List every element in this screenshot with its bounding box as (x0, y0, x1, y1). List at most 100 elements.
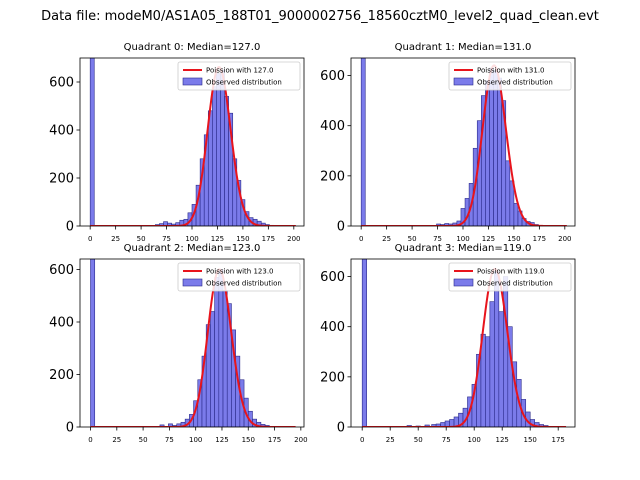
legend-bar-swatch (182, 278, 203, 287)
subplot-quadrant-2: 0 25 50 75 100 125 150 175 200 0 200 400 600 Quadrant… (49, 243, 307, 444)
x-tick-label: 150 (507, 235, 520, 243)
y-tick-label: 200 (49, 172, 74, 187)
x-tick-label: 175 (262, 235, 275, 243)
x-tick-label: 25 (111, 235, 120, 243)
histogram-bar (498, 311, 504, 427)
histogram-bar (360, 58, 366, 226)
poisson-curve (362, 268, 567, 427)
x-tick-label: 75 (442, 436, 451, 444)
y-tick-label: 600 (49, 263, 74, 278)
legend-bar-swatch (182, 77, 203, 86)
x-tick-label: 100 (456, 235, 469, 243)
histogram-bar (485, 336, 491, 427)
x-tick-label: 200 (558, 235, 571, 243)
y-tick-label: 0 (66, 421, 74, 436)
legend-box (177, 61, 301, 91)
x-tick-label: 75 (433, 235, 442, 243)
x-tick-label: 150 (524, 436, 537, 444)
histogram-bar (210, 311, 215, 427)
legend-label-poisson: Poission with 123.0 (206, 268, 274, 276)
y-tick-label: 200 (320, 169, 345, 184)
x-tick-label: 75 (165, 436, 174, 444)
x-tick-label: 175 (268, 436, 281, 444)
legend-label-poisson: Poission with 127.0 (206, 67, 274, 75)
histogram-bar (212, 86, 217, 226)
y-tick-label: 0 (337, 421, 345, 436)
y-tick-label: 600 (320, 69, 345, 84)
histogram-bar (493, 70, 498, 226)
y-tick-label: 400 (49, 316, 74, 331)
x-tick-label: 50 (137, 235, 146, 243)
histogram-bar (361, 259, 367, 427)
poisson-curve (90, 268, 296, 427)
x-tick-label: 100 (468, 436, 481, 444)
subplot-quadrant-3: 0 25 50 75 100 125 150 175 0 200 400 600 Quadrant 3:… (320, 243, 576, 444)
x-tick-label: 200 (294, 436, 307, 444)
histogram-bar (513, 203, 519, 226)
subplot-title: Quadrant 3: Median=119.0 (395, 243, 532, 254)
x-tick-label: 0 (88, 235, 92, 243)
x-tick-label: 25 (382, 235, 391, 243)
legend-label-observed: Observed distribution (206, 280, 282, 288)
histogram-bar (216, 73, 221, 226)
histogram-bar (89, 58, 95, 226)
x-tick-label: 125 (211, 235, 224, 243)
x-tick-label: 50 (414, 436, 423, 444)
x-tick-label: 150 (242, 436, 255, 444)
legend-label-observed: Observed distribution (477, 280, 553, 288)
legend-label-observed: Observed distribution (477, 79, 553, 87)
histogram-bar (494, 271, 500, 427)
y-tick-label: 400 (49, 124, 74, 139)
y-tick-label: 0 (337, 220, 345, 235)
y-tick-label: 600 (320, 270, 345, 285)
subplot-quadrant-0: 0 25 50 75 100 125 150 175 200 0 200 400 600 Quadrant… (49, 42, 305, 243)
poisson-curve (361, 64, 567, 226)
x-tick-label: 0 (360, 436, 364, 444)
x-tick-label: 50 (408, 235, 417, 243)
poisson-curve (90, 66, 296, 226)
legend-box (448, 61, 572, 91)
histogram-bar (220, 69, 225, 226)
x-tick-label: 25 (386, 436, 395, 444)
histogram-bar (90, 259, 96, 427)
x-tick-label: 175 (533, 235, 546, 243)
axes-frame (79, 258, 305, 428)
x-tick-label: 175 (552, 436, 565, 444)
y-tick-label: 600 (49, 76, 74, 91)
axes-frame (350, 258, 576, 428)
histogram-bar (489, 301, 495, 427)
y-tick-label: 400 (320, 320, 345, 335)
histogram-bar (207, 110, 213, 226)
x-tick-label: 0 (88, 436, 92, 444)
x-tick-label: 0 (359, 235, 363, 243)
histogram-bar (218, 269, 224, 427)
histogram-bar (214, 277, 220, 427)
legend-label-observed: Observed distribution (206, 79, 282, 87)
legend-label-poisson: Poission with 119.0 (477, 268, 545, 276)
legend-label-poisson: Poission with 131.0 (477, 67, 545, 75)
x-tick-label: 75 (162, 235, 171, 243)
x-tick-label: 25 (112, 436, 121, 444)
subplot-title: Quadrant 1: Median=131.0 (395, 42, 532, 53)
subplot-title: Quadrant 2: Median=123.0 (124, 243, 261, 254)
x-tick-label: 100 (185, 235, 198, 243)
histogram-bar (222, 290, 228, 427)
y-tick-label: 400 (320, 119, 345, 134)
histogram-bar (505, 160, 511, 226)
y-tick-label: 200 (49, 368, 74, 383)
y-tick-label: 200 (320, 370, 345, 385)
x-tick-label: 125 (482, 235, 495, 243)
figure-title: Data file: modeM0/AS1A05_188T01_90000027… (41, 9, 599, 24)
x-tick-label: 125 (215, 436, 228, 444)
x-tick-label: 150 (236, 235, 249, 243)
legend-box (448, 262, 572, 292)
subplot-title: Quadrant 0: Median=127.0 (124, 42, 261, 53)
x-tick-label: 100 (189, 436, 202, 444)
histogram-bar (489, 67, 494, 226)
legend-bar-swatch (453, 77, 474, 86)
y-tick-label: 0 (66, 220, 74, 235)
legend-box (177, 262, 301, 292)
x-tick-label: 125 (496, 436, 509, 444)
histogram-bar (497, 77, 502, 226)
